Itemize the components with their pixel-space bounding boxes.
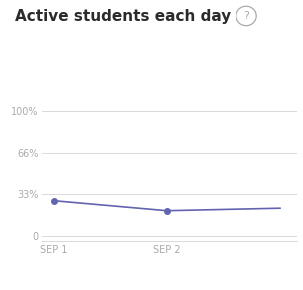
Text: ?: ? [243,11,249,21]
Text: Active students each day: Active students each day [15,9,231,24]
